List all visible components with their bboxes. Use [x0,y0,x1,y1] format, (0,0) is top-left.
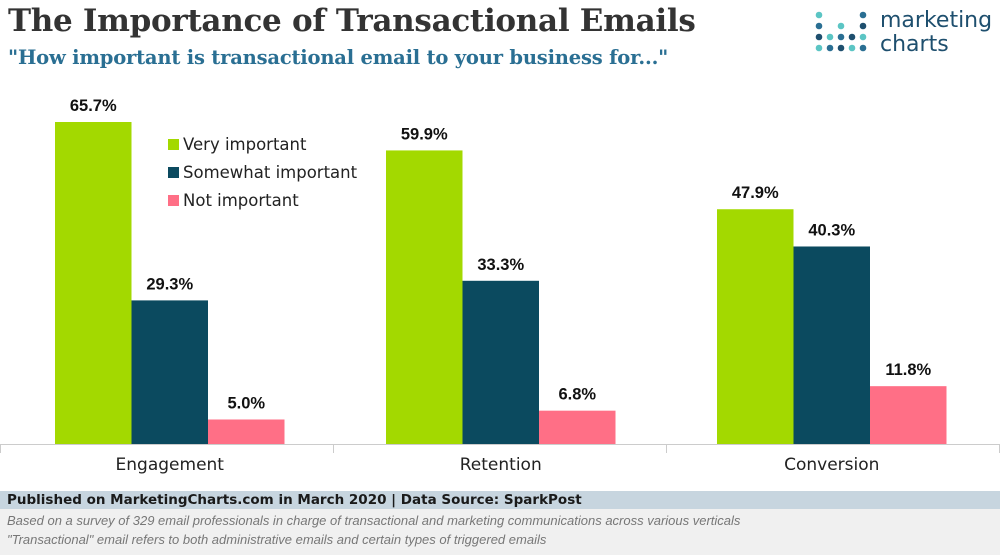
bar-engagement-not-important [208,419,285,444]
legend-item: Not important [168,186,357,214]
logo-dot [859,44,867,52]
chart-subtitle: "How important is transactional email to… [8,46,669,69]
category-label: Conversion [784,455,879,475]
source-line: Published on MarketingCharts.com in Marc… [0,491,1000,509]
legend-item: Somewhat important [168,158,357,186]
legend-item: Very important [168,130,357,158]
legend-label: Somewhat important [183,162,358,182]
legend-label: Not important [183,190,299,210]
logo-dot [815,44,823,52]
bar-conversion-somewhat-important [793,246,870,444]
logo-dot [837,22,845,30]
logo-text-line1: marketing [880,8,993,33]
data-label: 5.0% [227,394,265,412]
data-label: 47.9% [732,184,779,202]
logo-dot [859,33,867,41]
logo-dot [826,44,834,52]
logo-dot [837,44,845,52]
data-label: 6.8% [558,386,596,404]
logo-dot [848,33,856,41]
category-label: Retention [460,455,542,475]
legend-label: Very important [183,134,307,154]
bar-retention-very-important [386,150,463,444]
logo-dot [826,33,834,41]
definition-note: "Transactional" email refers to both adm… [7,532,547,547]
category-label: Engagement [116,455,225,475]
legend-swatch [168,138,179,150]
bar-chart: 65.7% 29.3% 5.0% Engagement 59.9% 33.3% 6.8% Re… [0,97,1000,475]
logo-dot [837,33,845,41]
bar-engagement-somewhat-important [131,300,208,444]
data-label: 11.8% [885,361,931,379]
logo-dot [815,22,823,30]
logo-dot [859,11,867,19]
marketing-charts-logo: marketing charts [880,10,992,58]
legend-swatch [168,194,179,206]
logo-dot [815,33,823,41]
data-label: 29.3% [146,275,193,293]
data-label: 33.3% [477,256,524,274]
bar-retention-not-important [539,410,616,444]
bar-conversion-not-important [870,386,947,444]
data-label: 65.7% [70,97,117,115]
bar-conversion-very-important [717,209,794,444]
data-label: 40.3% [808,221,855,239]
chart-title: The Importance of Transactional Emails [8,3,696,39]
survey-note: Based on a survey of 329 email professio… [7,513,741,528]
logo-dot [815,11,823,19]
logo-text-line2: charts [880,32,949,57]
marketing-charts-logo-icon [815,11,867,52]
data-label: 59.9% [401,125,448,143]
logo-dot [848,44,856,52]
bar-retention-somewhat-important [462,280,539,444]
legend-swatch [168,166,179,178]
legend: Very important Somewhat important Not impo… [168,130,357,214]
logo-dot [859,22,867,30]
bar-engagement-very-important [55,122,132,444]
